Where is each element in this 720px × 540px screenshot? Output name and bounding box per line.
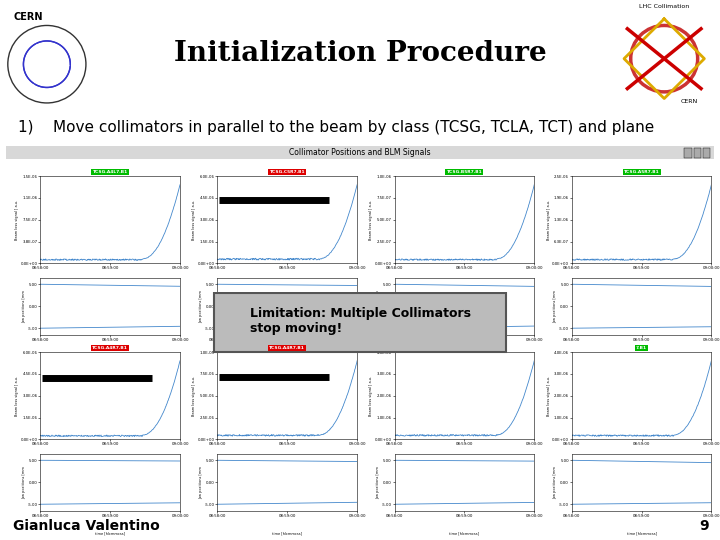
FancyBboxPatch shape	[214, 293, 506, 352]
Text: time [hlcmmcss]: time [hlcmmcss]	[449, 356, 480, 360]
Y-axis label: Jaw positions [mm: Jaw positions [mm	[199, 290, 203, 323]
Y-axis label: Beam loss signal [ a.u.: Beam loss signal [ a.u.	[369, 200, 374, 240]
Text: time [hlcmmcss]: time [hlcmmcss]	[95, 356, 125, 360]
Y-axis label: Beam loss signal [ a.u.: Beam loss signal [ a.u.	[15, 376, 19, 416]
Text: 7.B1: 7.B1	[636, 346, 647, 350]
Y-axis label: Jaw positions [mm: Jaw positions [mm	[377, 290, 380, 323]
Y-axis label: Jaw positions [mm: Jaw positions [mm	[554, 466, 557, 499]
Y-axis label: Jaw positions [mm: Jaw positions [mm	[377, 466, 380, 499]
Text: Gianluca Valentino: Gianluca Valentino	[13, 519, 160, 534]
Y-axis label: Jaw positions [mm: Jaw positions [mm	[554, 290, 557, 323]
Y-axis label: Jaw positions [mm: Jaw positions [mm	[22, 290, 26, 323]
Text: time [hlcmmcss]: time [hlcmmcss]	[95, 532, 125, 536]
Text: TCSG.C5R7.B1: TCSG.C5R7.B1	[269, 170, 305, 174]
Text: Limitation: Multiple Collimators
stop moving!: Limitation: Multiple Collimators stop mo…	[250, 307, 470, 335]
Text: time [hlcmmcss]: time [hlcmmcss]	[272, 356, 302, 360]
Y-axis label: Beam loss signal [ a.u.: Beam loss signal [ a.u.	[192, 200, 197, 240]
Text: TCSG.A5R7.B1: TCSG.A5R7.B1	[624, 170, 660, 174]
Text: Initialization Procedure: Initialization Procedure	[174, 39, 546, 66]
Y-axis label: Beam loss signal [ a.u.: Beam loss signal [ a.u.	[192, 376, 197, 416]
Text: TCSG.A4R7.B1: TCSG.A4R7.B1	[92, 346, 128, 350]
Text: 9: 9	[700, 519, 709, 534]
Y-axis label: Jaw positions [mm: Jaw positions [mm	[22, 466, 26, 499]
Text: TCSG.B5R7.B1: TCSG.B5R7.B1	[446, 170, 482, 174]
Y-axis label: Beam loss signal [ a.u.: Beam loss signal [ a.u.	[546, 200, 551, 240]
Y-axis label: Beam loss signal [ a.u.: Beam loss signal [ a.u.	[15, 200, 19, 240]
Text: TCSG.A4L7.B1: TCSG.A4L7.B1	[93, 170, 127, 174]
Text: time [hlcmmcss]: time [hlcmmcss]	[626, 532, 657, 536]
Y-axis label: Beam loss signal [ a.u.: Beam loss signal [ a.u.	[369, 376, 374, 416]
Text: TCSG.A4R7.B1: TCSG.A4R7.B1	[269, 346, 305, 350]
Bar	[6, 146, 714, 159]
Bar	[693, 148, 701, 158]
Text: Collimator Positions and BLM Signals: Collimator Positions and BLM Signals	[289, 148, 431, 157]
Y-axis label: Beam loss signal [ a.u.: Beam loss signal [ a.u.	[546, 376, 551, 416]
Text: time [hlcmmcss]: time [hlcmmcss]	[272, 532, 302, 536]
Text: CERN: CERN	[680, 99, 698, 104]
Text: CERN: CERN	[14, 12, 43, 22]
Text: 1)    Move collimators in parallel to the beam by class (TCSG, TCLA, TCT) and pl: 1) Move collimators in parallel to the b…	[18, 120, 654, 136]
Bar	[685, 148, 692, 158]
Text: LHC Collimation: LHC Collimation	[639, 4, 689, 9]
Text: time [hlcmmcss]: time [hlcmmcss]	[626, 356, 657, 360]
Y-axis label: Jaw positions [mm: Jaw positions [mm	[199, 466, 203, 499]
Bar	[703, 148, 710, 158]
Text: time [hlcmmcss]: time [hlcmmcss]	[449, 532, 480, 536]
